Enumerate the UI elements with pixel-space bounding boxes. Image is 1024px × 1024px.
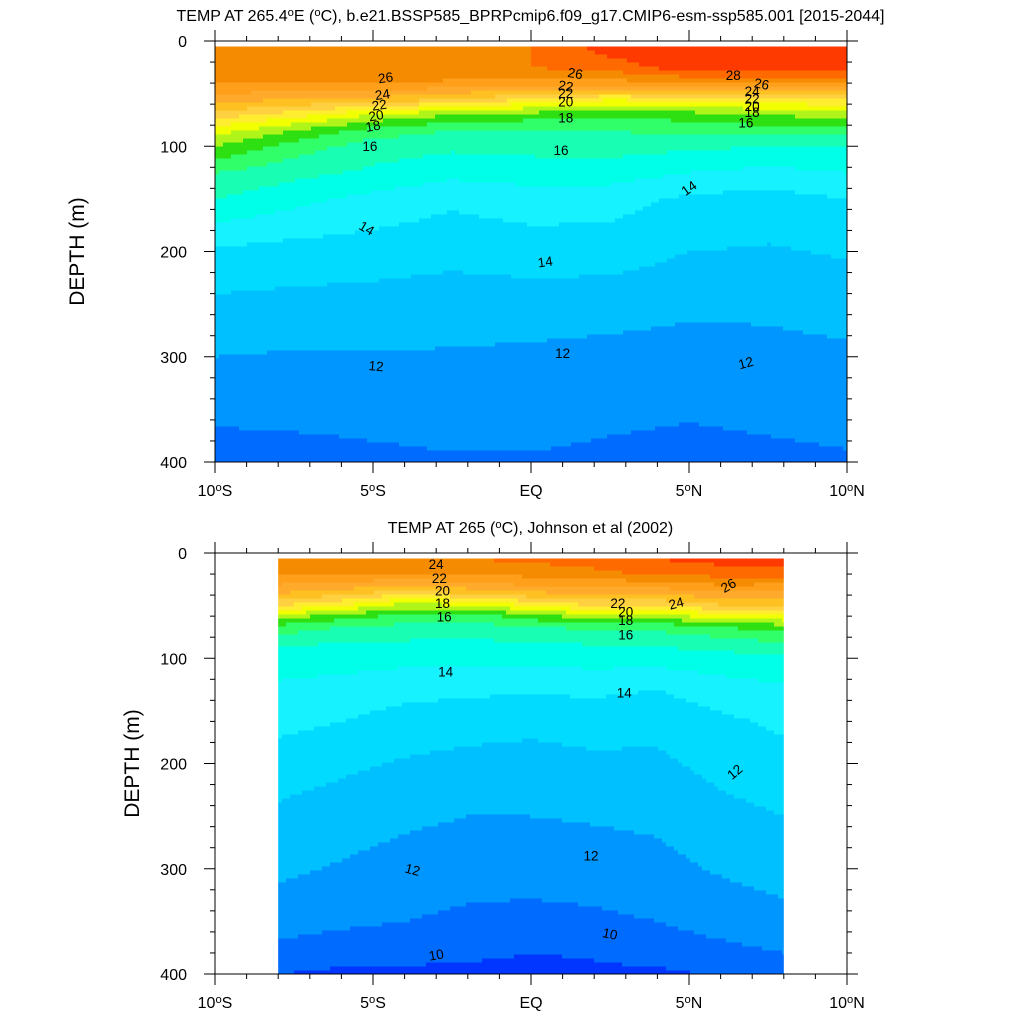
contour-label: 24	[374, 86, 391, 103]
y-tick-label: 300	[160, 862, 187, 879]
contour-label: 26	[718, 575, 739, 596]
contour-label: 22	[557, 78, 574, 95]
x-tick-label: 5oN	[676, 994, 703, 1012]
contour-label: 20	[618, 604, 633, 619]
contour-label: 12	[403, 861, 421, 879]
contour-label: 18	[745, 105, 760, 120]
contour-label: 20	[745, 99, 760, 114]
axes: 10oS 5oS EQ 5oN 10oN 0 100 200 300 400	[160, 542, 865, 1012]
chart-title: TEMP AT 265.4oE (oC), b.e21.BSSP585_BPRP…	[177, 7, 885, 25]
contour-label: 22	[745, 91, 760, 106]
contour-label: 22	[558, 86, 573, 101]
contour-label: 16	[362, 139, 377, 154]
x-tick-label: 10oS	[198, 994, 233, 1012]
x-tick-label: 10oS	[198, 482, 233, 500]
contour-label: 24	[667, 594, 686, 613]
contour-label: 20	[558, 95, 573, 110]
chart-title: TEMP AT 265 (oC), Johnson et al (2002)	[388, 519, 674, 537]
x-tick-label: EQ	[519, 483, 542, 500]
contour-label: 16	[437, 610, 452, 625]
contour-label: 20	[367, 107, 384, 124]
panel-observations: TEMP AT 265 (oC), Johnson et al (2002) 2…	[121, 519, 865, 1012]
y-tick-label: 100	[160, 139, 187, 156]
contour-label: 12	[368, 358, 384, 374]
contour-label: 24	[745, 84, 761, 99]
contour-label: 12	[724, 761, 745, 782]
contour-label: 18	[364, 118, 381, 135]
contour-label: 18	[618, 613, 633, 628]
x-tick-label: 10oN	[829, 994, 865, 1012]
contour-label: 16	[738, 116, 753, 131]
contour-label: 14	[617, 685, 633, 700]
y-tick-label: 400	[160, 967, 187, 984]
contour-label: 20	[435, 583, 450, 598]
contour-label: 18	[435, 596, 450, 611]
y-tick-label: 0	[178, 546, 187, 563]
panel-model: TEMP AT 265.4oE (oC), b.e21.BSSP585_BPRP…	[66, 7, 884, 500]
contour-label: 26	[753, 75, 770, 92]
temperature-field	[215, 46, 847, 462]
contour-label: 24	[429, 557, 445, 572]
contour-label: 14	[356, 218, 377, 239]
contour-label: 22	[432, 571, 447, 586]
y-tick-label: 300	[160, 350, 187, 367]
contour-label: 14	[438, 664, 454, 679]
contour-label: 12	[555, 346, 570, 361]
contour-label: 28	[726, 68, 741, 83]
y-axis-label: DEPTH (m)	[66, 197, 89, 306]
y-tick-label: 0	[178, 34, 187, 51]
contour-label: 22	[610, 596, 625, 611]
contour-label: 16	[618, 628, 633, 643]
contour-label: 10	[601, 925, 619, 943]
contour-label: 18	[558, 110, 573, 125]
temperature-field	[278, 558, 784, 974]
contour-label: 26	[567, 65, 584, 82]
contour-label: 16	[554, 143, 569, 158]
y-tick-label: 100	[160, 651, 187, 668]
y-tick-label: 200	[160, 245, 187, 262]
contour-label: 14	[537, 253, 554, 270]
x-tick-label: EQ	[519, 995, 542, 1012]
contour-label: 12	[584, 849, 599, 864]
contour-label: 22	[371, 97, 388, 114]
x-tick-label: 5oS	[360, 994, 386, 1012]
contour-label: 12	[737, 354, 755, 372]
axes: 10oS 5oS EQ 5oN 10oN 0 100 200 300 400	[160, 30, 865, 500]
x-tick-label: 10oN	[829, 482, 865, 500]
x-tick-label: 5oN	[676, 482, 703, 500]
y-axis-label: DEPTH (m)	[121, 709, 144, 818]
y-tick-label: 400	[160, 455, 187, 472]
x-tick-label: 5oS	[360, 482, 386, 500]
contour-label: 26	[377, 69, 394, 86]
y-tick-label: 200	[160, 757, 187, 774]
contour-label: 10	[427, 946, 444, 963]
